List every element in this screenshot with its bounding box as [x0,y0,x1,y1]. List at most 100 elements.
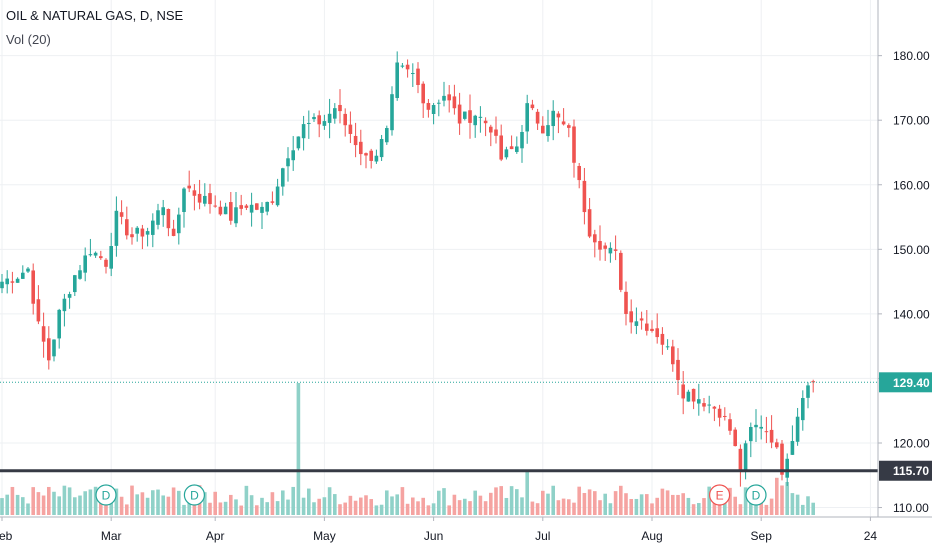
candle-body [234,207,238,224]
candle-body [655,328,659,338]
volume-bar [5,494,9,515]
volume-bar [286,499,290,515]
volume-bar [99,494,103,515]
candle-body [312,116,316,120]
candle-body [317,115,321,125]
volume-bar [489,492,493,515]
price-tick-label: 160.00 [893,178,930,192]
volume-bar [582,492,587,515]
symbol-title[interactable]: OIL & NATURAL GAS, D, NSE [6,8,184,23]
volume-bar [723,496,727,515]
candle-body [322,121,327,126]
volume-bar [73,497,77,515]
earnings-marker[interactable] [708,484,731,506]
candle-body [478,116,483,118]
candle-body [691,388,696,402]
volume-bar [499,486,503,515]
volume-bar [255,505,259,515]
candle-body [26,268,30,272]
candle-body [712,406,717,409]
volume-bar [140,492,145,515]
candle-body [681,384,685,399]
volume-bar [395,494,399,515]
event-marker-label: D [102,489,111,503]
candle-body [619,252,623,290]
volume-bar [67,487,72,515]
candle-body [348,124,353,134]
candle-body [780,443,784,475]
volume-bar [452,494,457,515]
volume-bar [525,470,529,515]
time-tick-label: Apr [206,529,225,543]
candle-body [15,278,20,283]
volume-bar [312,502,316,515]
dividend-marker[interactable] [183,484,205,506]
volume-bar [208,502,212,515]
candle-body [249,204,254,213]
volume-bar [749,498,753,515]
volume-bar [769,498,774,515]
volume-indicator-label[interactable]: Vol (20) [6,32,51,47]
candle-body [171,228,176,236]
volume-bar [801,504,805,515]
volume-bar [629,498,633,515]
candle-body [775,442,779,448]
time-tick-label: Feb [0,529,13,543]
last-price-label: 129.40 [893,376,930,390]
dividend-marker[interactable] [95,484,117,506]
volume-bar [57,496,61,515]
dividend-marker[interactable] [745,484,767,506]
price-axis[interactable]: 180.00170.00160.00150.00140.00130.00120.… [877,0,932,517]
time-axis[interactable]: Feb Mar Apr May Jun Jul Aug Sep 24 [0,516,932,543]
candle-body [546,125,550,137]
volume-bar [203,492,207,515]
volume-bar [593,491,597,515]
candle-body [244,205,249,208]
candle-body [265,201,269,212]
volume-bar [426,505,431,515]
candle-body [515,146,519,152]
time-tick-label: Jul [535,529,550,543]
volume-bar [161,495,165,515]
volume-bar [785,482,789,515]
volume-bar [416,501,420,515]
volume-bar [390,496,394,515]
candle-body [369,150,373,161]
volume-bar [47,486,51,515]
time-tick-label: May [313,529,336,543]
volume-bar [535,503,540,515]
volume-bar [457,500,462,515]
candle-body [307,122,311,124]
candle-body [660,333,665,345]
candle-body [676,359,680,380]
candlestick-series [0,51,815,487]
candle-body [645,323,649,331]
volume-bar [249,495,254,515]
volume-bar [291,486,295,515]
candle-body [182,188,186,213]
volume-bar [660,488,665,515]
candle-body [223,206,228,215]
candle-body [717,408,722,418]
candle-body [145,231,150,235]
candle-body [21,272,25,279]
price-tick-label: 180.00 [893,49,930,63]
candle-body [525,103,529,132]
volume-bar [437,490,441,515]
volume-bar [411,497,415,515]
candle-body [551,110,555,127]
volume-bar [275,501,280,515]
volume-bar [577,486,581,515]
candle-body [364,153,368,156]
time-tick-label: Sep [751,529,773,543]
candle-body [650,328,654,331]
volume-bar [811,502,815,515]
candle-body [520,131,524,149]
candle-body [468,110,472,123]
candle-body [499,135,503,160]
volume-bar [379,504,384,515]
candle-body [192,190,197,196]
volume-bar [187,498,191,515]
